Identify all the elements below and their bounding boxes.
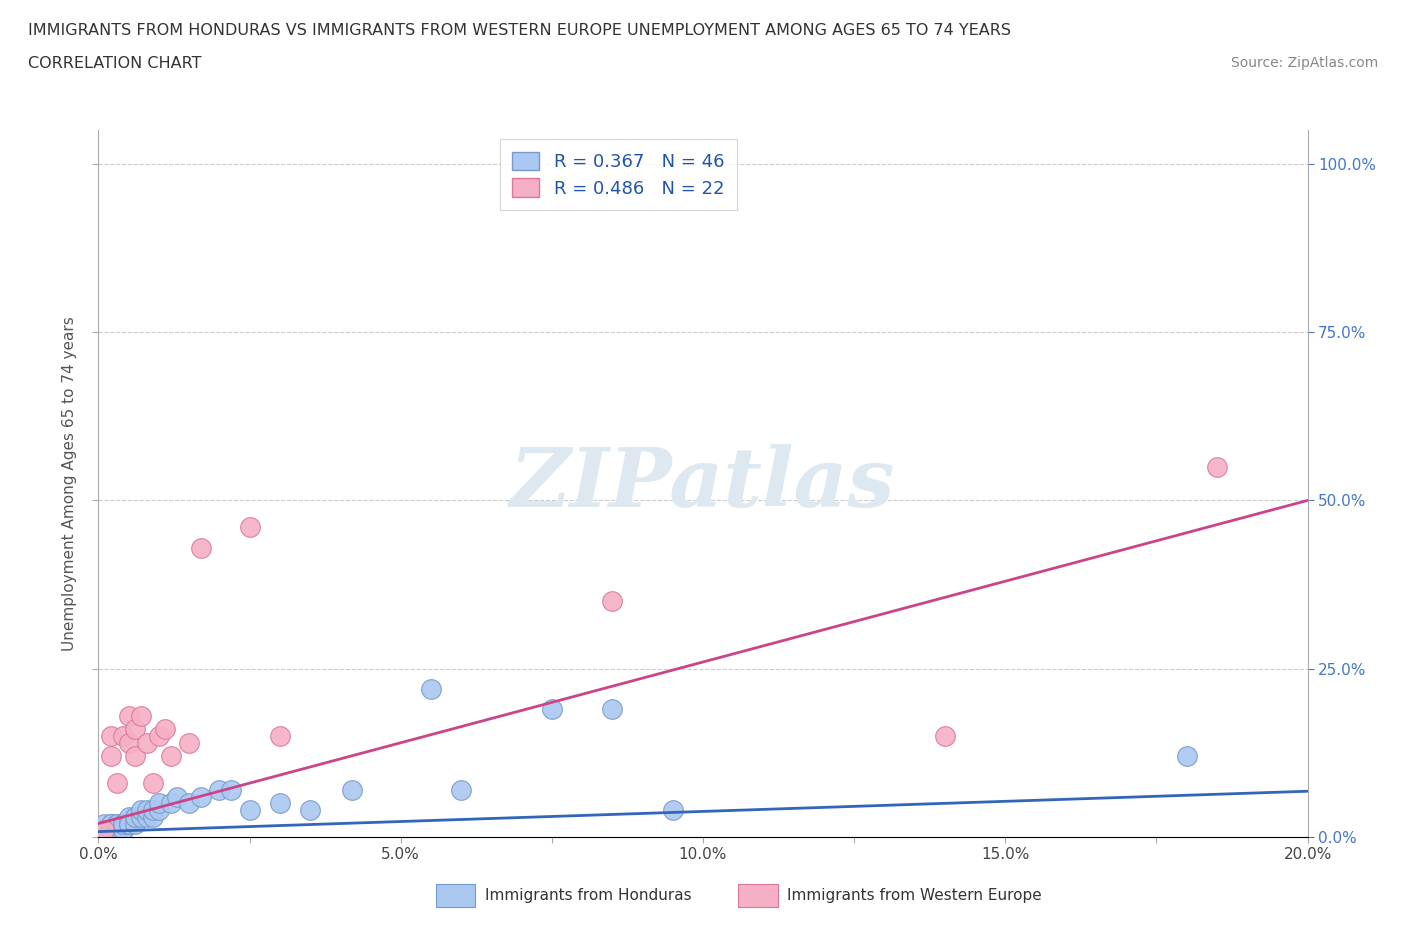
- Point: [118, 817, 141, 831]
- Point: [118, 817, 141, 831]
- Point: [124, 722, 146, 737]
- Point: [166, 790, 188, 804]
- Point: [142, 803, 165, 817]
- Point: [450, 782, 472, 797]
- Point: [540, 701, 562, 716]
- Text: Source: ZipAtlas.com: Source: ZipAtlas.com: [1230, 56, 1378, 70]
- Point: [342, 782, 364, 797]
- Point: [118, 817, 141, 831]
- Point: [179, 796, 201, 811]
- Point: [269, 796, 291, 811]
- Point: [148, 803, 170, 817]
- Point: [129, 803, 152, 817]
- Point: [420, 682, 443, 697]
- Text: CORRELATION CHART: CORRELATION CHART: [28, 56, 201, 71]
- Point: [124, 809, 146, 824]
- Point: [118, 809, 141, 824]
- Point: [299, 803, 322, 817]
- Point: [602, 701, 624, 716]
- Point: [602, 594, 624, 609]
- Point: [111, 817, 134, 831]
- Point: [269, 728, 291, 743]
- Point: [124, 749, 146, 764]
- Point: [100, 817, 122, 831]
- Point: [190, 790, 212, 804]
- Point: [148, 796, 170, 811]
- Point: [135, 809, 157, 824]
- Point: [160, 749, 183, 764]
- Point: [93, 823, 115, 838]
- Point: [100, 749, 122, 764]
- Point: [135, 736, 157, 751]
- Point: [221, 782, 243, 797]
- Point: [100, 728, 122, 743]
- Point: [100, 823, 122, 838]
- Point: [142, 776, 165, 790]
- Point: [190, 540, 212, 555]
- Point: [179, 736, 201, 751]
- Point: [662, 803, 685, 817]
- Point: [111, 823, 134, 838]
- Text: ZIPatlas: ZIPatlas: [510, 444, 896, 524]
- Point: [148, 728, 170, 743]
- Point: [153, 722, 176, 737]
- Point: [239, 803, 262, 817]
- Point: [135, 803, 157, 817]
- Point: [100, 823, 122, 838]
- Point: [105, 823, 128, 838]
- Point: [934, 728, 956, 743]
- Point: [105, 823, 128, 838]
- Point: [105, 776, 128, 790]
- Point: [93, 817, 115, 831]
- Point: [118, 709, 141, 724]
- Point: [93, 823, 115, 838]
- Point: [111, 817, 134, 831]
- Y-axis label: Unemployment Among Ages 65 to 74 years: Unemployment Among Ages 65 to 74 years: [62, 316, 77, 651]
- Point: [124, 817, 146, 831]
- Point: [100, 817, 122, 831]
- Point: [1175, 749, 1198, 764]
- Point: [160, 796, 183, 811]
- Point: [105, 817, 128, 831]
- Point: [105, 817, 128, 831]
- Point: [129, 809, 152, 824]
- Point: [129, 709, 152, 724]
- Point: [208, 782, 231, 797]
- Text: Immigrants from Honduras: Immigrants from Honduras: [485, 887, 692, 903]
- Point: [111, 823, 134, 838]
- Point: [93, 823, 115, 838]
- Text: IMMIGRANTS FROM HONDURAS VS IMMIGRANTS FROM WESTERN EUROPE UNEMPLOYMENT AMONG AG: IMMIGRANTS FROM HONDURAS VS IMMIGRANTS F…: [28, 23, 1011, 38]
- Point: [111, 728, 134, 743]
- Point: [118, 736, 141, 751]
- Point: [1206, 459, 1229, 474]
- Legend: R = 0.367   N = 46, R = 0.486   N = 22: R = 0.367 N = 46, R = 0.486 N = 22: [499, 140, 737, 210]
- Point: [124, 809, 146, 824]
- Point: [142, 809, 165, 824]
- Text: Immigrants from Western Europe: Immigrants from Western Europe: [787, 887, 1042, 903]
- Point: [239, 520, 262, 535]
